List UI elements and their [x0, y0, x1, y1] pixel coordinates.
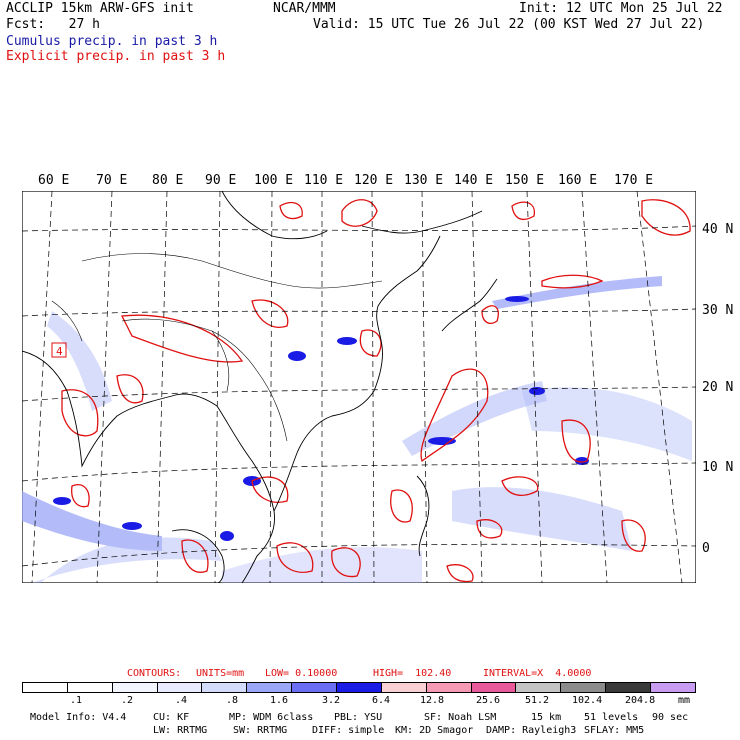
- model-info-diff: DIFF: simple: [312, 725, 385, 736]
- lon-label: 170 E: [614, 173, 654, 188]
- lat-label: 20 N: [702, 380, 734, 395]
- lon-label: 120 E: [354, 173, 394, 188]
- lon-label: 160 E: [558, 173, 598, 188]
- map-frame: [22, 191, 696, 583]
- contours-low: LOW= 0.10000: [265, 668, 338, 679]
- model-info-levels: 51 levels: [584, 712, 639, 723]
- colorbar-segment: [381, 683, 427, 692]
- lon-label: 140 E: [454, 173, 494, 188]
- colorbar-segment: [112, 683, 158, 692]
- colorbar-segment: [67, 683, 113, 692]
- model-info-pbl: PBL: YSU: [334, 712, 383, 723]
- contours-units: UNITS=mm: [196, 668, 245, 679]
- model-info-resolution: 15 km: [531, 712, 562, 723]
- center-label: NCAR/MMM: [273, 1, 336, 16]
- lon-label: 150 E: [505, 173, 545, 188]
- colorbar-tick: 204.8: [625, 695, 656, 706]
- precipitation-map: 4: [22, 191, 696, 583]
- colorbar-tick: 25.6: [476, 695, 501, 706]
- colorbar-segment: [606, 683, 652, 692]
- cumulus-precip-heavy: [53, 296, 589, 541]
- lat-label: 10 N: [702, 460, 734, 475]
- colorbar-tick: .2: [121, 695, 134, 706]
- colorbar-tick: .8: [226, 695, 239, 706]
- init-time: Init: 12 UTC Mon 25 Jul 22: [519, 1, 723, 16]
- colorbar-segment: [247, 683, 293, 692]
- colorbar-tick: 102.4: [572, 695, 603, 706]
- colorbar-segment: [471, 683, 517, 692]
- lat-label: 30 N: [702, 303, 734, 318]
- model-info-km: KM: 2D Smagor: [395, 725, 474, 736]
- lat-label: 40 N: [702, 222, 734, 237]
- lon-label: 110 E: [304, 173, 344, 188]
- colorbar-tick: 3.2: [322, 695, 341, 706]
- contours-high: HIGH= 102.40: [373, 668, 452, 679]
- colorbar-segment: [561, 683, 607, 692]
- model-info-mp: MP: WDM 6class: [229, 712, 314, 723]
- colorbar-segment: [292, 683, 338, 692]
- legend-explicit: Explicit precip. in past 3 h: [6, 49, 226, 64]
- explicit-precip-contours: [61, 199, 691, 583]
- colorbar-tick: 12.8: [420, 695, 445, 706]
- lon-label: 130 E: [404, 173, 444, 188]
- colorbar-tick: 6.4: [372, 695, 391, 706]
- model-info-lw: LW: RRTMG: [153, 725, 208, 736]
- country-borders: [51, 253, 383, 442]
- model-info-sw: SW: RRTMG: [233, 725, 288, 736]
- colorbar-segment: [337, 683, 382, 692]
- lon-label: 90 E: [205, 173, 237, 188]
- contours-label: CONTOURS:: [127, 668, 182, 679]
- model-info-timestep: 90 sec: [652, 712, 689, 723]
- colorbar-segment: [426, 683, 472, 692]
- model-info-cu: CU: KF: [153, 712, 190, 723]
- colorbar-unit: mm: [678, 695, 691, 706]
- colorbar-tick: 1.6: [270, 695, 289, 706]
- model-title: ACCLIP 15km ARW-GFS init: [6, 1, 194, 16]
- colorbar-segment: [23, 683, 68, 692]
- lon-label: 80 E: [152, 173, 184, 188]
- forecast-hour: Fcst: 27 h: [6, 17, 100, 32]
- colorbar-segment: [202, 683, 248, 692]
- colorbar-tick: .1: [70, 695, 83, 706]
- colorbar: [22, 682, 696, 693]
- lat-label: 0: [702, 541, 710, 556]
- model-info-sf: SF: Noah LSM: [424, 712, 497, 723]
- colorbar-segment: [157, 683, 203, 692]
- legend-cumulus: Cumulus precip. in past 3 h: [6, 34, 218, 49]
- valid-time: Valid: 15 UTC Tue 26 Jul 22 (00 KST Wed …: [313, 17, 705, 32]
- colorbar-tick: .4: [175, 695, 188, 706]
- colorbar-segment: [651, 683, 695, 692]
- lon-label: 60 E: [38, 173, 70, 188]
- contours-interval: INTERVAL=X 4.0000: [483, 668, 592, 679]
- colorbar-tick: 51.2: [525, 695, 550, 706]
- model-info-version: Model Info: V4.4: [30, 712, 127, 723]
- lon-label: 100 E: [254, 173, 294, 188]
- station-marker: 4: [51, 342, 67, 358]
- model-info-sflay: SFLAY: MM5: [584, 725, 645, 736]
- model-info-damp: DAMP: Rayleigh3: [486, 725, 577, 736]
- lon-label: 70 E: [96, 173, 128, 188]
- station-marker-label: 4: [56, 345, 63, 358]
- graticule: [22, 191, 696, 583]
- colorbar-segment: [516, 683, 562, 692]
